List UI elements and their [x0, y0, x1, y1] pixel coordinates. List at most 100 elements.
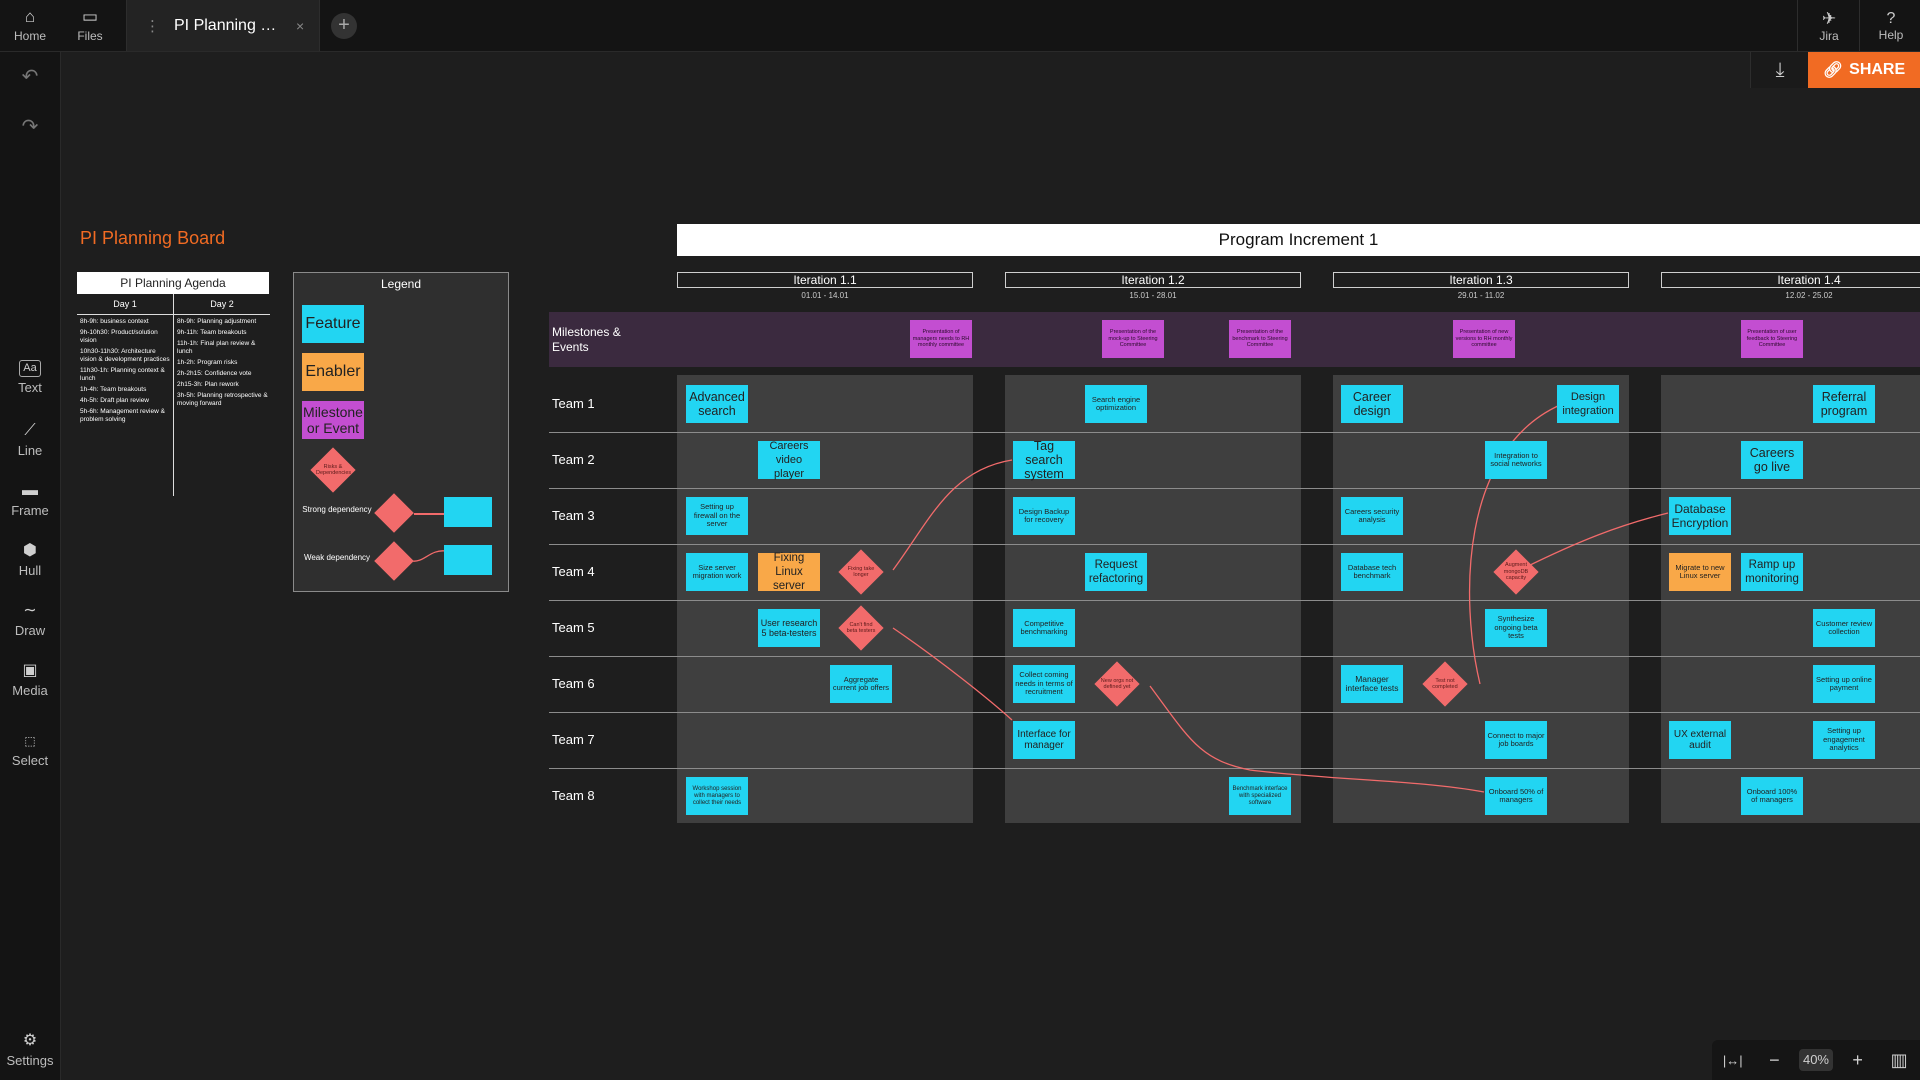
- milestone-card[interactable]: Presentation of new versions to RH month…: [1453, 320, 1515, 358]
- zoom-level[interactable]: 40%: [1799, 1049, 1833, 1071]
- media-tool-label: Media: [12, 683, 48, 698]
- feature-card[interactable]: User research 5 beta-testers: [758, 609, 820, 647]
- agenda-day1-item: 9h-10h30: Product/solution vision: [80, 329, 158, 344]
- feature-card[interactable]: Onboard 50% of managers: [1485, 777, 1547, 815]
- feature-card[interactable]: Onboard 100% of managers: [1741, 777, 1803, 815]
- gear-icon: ⚙: [22, 1032, 38, 1049]
- row-divider: [549, 432, 1920, 433]
- feature-card[interactable]: Design Backup for recovery: [1013, 497, 1075, 535]
- feature-card[interactable]: Setting up engagement analytics: [1813, 721, 1875, 759]
- agenda-day2-column: Day 2 8h-9h: Planning adjustment 9h-11h: …: [173, 294, 270, 496]
- feature-card[interactable]: Interface for manager: [1013, 721, 1075, 759]
- zoom-out-button[interactable]: −: [1769, 1049, 1780, 1070]
- risk-diamond[interactable]: New orgs not defined yet: [1094, 661, 1140, 707]
- tab-pi-planning-board[interactable]: ⋮ PI Planning Board ×: [126, 0, 320, 51]
- fit-to-screen-icon[interactable]: |↔|: [1722, 1052, 1743, 1068]
- iteration-1-1-column: [677, 375, 973, 823]
- row-divider: [549, 600, 1920, 601]
- select-tool[interactable]: ⬚ Select: [0, 732, 60, 768]
- feature-card[interactable]: Careers go live: [1741, 441, 1803, 479]
- feature-card[interactable]: Synthesize ongoing beta tests: [1485, 609, 1547, 647]
- jira-label: Jira: [1819, 28, 1839, 43]
- media-tool[interactable]: ▣ Media: [0, 662, 60, 698]
- feature-card[interactable]: Benchmark interface with specialized sof…: [1229, 777, 1291, 815]
- feature-card[interactable]: Setting up online payment: [1813, 665, 1875, 703]
- legend-milestone: Milestone or Event: [302, 401, 364, 439]
- feature-card[interactable]: Careers security analysis: [1341, 497, 1403, 535]
- agenda-day1-item: 11h30-1h: Planning context & lunch: [80, 367, 165, 382]
- agenda-day2-item: 11h-1h: Final plan review & lunch: [177, 340, 256, 355]
- feature-card[interactable]: UX external audit: [1669, 721, 1731, 759]
- feature-card[interactable]: Referral program: [1813, 385, 1875, 423]
- feature-card[interactable]: Size server migration work: [686, 553, 748, 591]
- feature-card[interactable]: Tag search system: [1013, 439, 1075, 481]
- draw-icon: ∼: [23, 602, 37, 619]
- agenda-day1-item: 8h-9h: business context: [80, 318, 149, 325]
- line-tool[interactable]: ⟋ Line: [0, 422, 60, 458]
- feature-card[interactable]: Workshop session with managers to collec…: [686, 777, 748, 815]
- new-tab-button[interactable]: +: [331, 13, 357, 39]
- tab-menu-icon[interactable]: ⋮: [145, 17, 160, 35]
- risk-diamond[interactable]: Test not completed: [1422, 661, 1468, 707]
- feature-card[interactable]: Manager interface tests: [1341, 665, 1403, 703]
- legend-risk-label: Risks & Dependencies: [316, 463, 352, 477]
- home-label: Home: [13, 29, 46, 43]
- feature-card[interactable]: Career design: [1341, 385, 1403, 423]
- feature-card[interactable]: Integration to social networks: [1485, 441, 1547, 479]
- team-1-label: Team 1: [552, 396, 595, 411]
- link-icon: 🔗︎: [1822, 62, 1844, 79]
- media-icon: ▣: [22, 662, 38, 679]
- feature-card[interactable]: Search engine optimization: [1085, 385, 1147, 423]
- share-button[interactable]: 🔗︎ SHARE: [1808, 52, 1920, 88]
- undo-button[interactable]: ↶: [21, 66, 39, 88]
- milestone-card[interactable]: Presentation of the benchmark to Steerin…: [1229, 320, 1291, 358]
- milestone-card[interactable]: Presentation of managers needs to RH mon…: [910, 320, 972, 358]
- draw-tool[interactable]: ∼ Draw: [0, 602, 60, 638]
- feature-card[interactable]: Connect to major job boards: [1485, 721, 1547, 759]
- feature-card[interactable]: Careers video player: [758, 440, 820, 480]
- feature-card[interactable]: Aggregate current job offers: [830, 665, 892, 703]
- enabler-card[interactable]: Fixing Linux server: [758, 552, 820, 592]
- feature-card[interactable]: Request refactoring: [1085, 553, 1147, 591]
- tab-close-icon[interactable]: ×: [296, 17, 305, 34]
- frame-icon: ▬: [22, 482, 38, 499]
- help-button[interactable]: ? Help: [1859, 0, 1920, 51]
- feature-card[interactable]: Ramp up monitoring: [1741, 553, 1803, 591]
- hull-tool[interactable]: ⬢ Hull: [0, 542, 60, 578]
- minimap-icon[interactable]: ▥: [1890, 1049, 1908, 1070]
- feature-card[interactable]: Advanced search: [686, 385, 748, 423]
- enabler-card[interactable]: Migrate to new Linux server: [1669, 553, 1731, 591]
- download-icon: ⤓: [1775, 59, 1785, 81]
- iteration-1-4-dates: 12.02 - 25.02: [1785, 291, 1833, 300]
- home-button[interactable]: ⌂ Home: [0, 0, 60, 51]
- row-divider: [549, 544, 1920, 545]
- milestone-card[interactable]: Presentation of the mock-up to Steering …: [1102, 320, 1164, 358]
- legend-risk-diamond: Risks & Dependencies: [310, 447, 356, 493]
- agenda-table: PI Planning Agenda Day 1 8h-9h: business…: [77, 272, 270, 496]
- feature-card[interactable]: Design integration: [1557, 385, 1619, 423]
- team-7-label: Team 7: [552, 732, 595, 747]
- redo-button[interactable]: ↷: [21, 116, 39, 138]
- download-button[interactable]: ⤓: [1750, 52, 1809, 88]
- frame-tool[interactable]: ▬ Frame: [0, 482, 60, 518]
- feature-card[interactable]: Database Encryption: [1669, 497, 1731, 535]
- milestones-label: Milestones & Events: [552, 325, 621, 354]
- feature-card[interactable]: Collect coming needs in terms of recruit…: [1013, 665, 1075, 703]
- milestone-card[interactable]: Presentation of user feedback to Steerin…: [1741, 320, 1803, 358]
- jira-button[interactable]: ✈ Jira: [1797, 0, 1860, 51]
- zoom-in-button[interactable]: +: [1852, 1049, 1863, 1070]
- feature-card[interactable]: Competitive benchmarking: [1013, 609, 1075, 647]
- risk-diamond[interactable]: Can't find beta testers: [838, 605, 884, 651]
- feature-card[interactable]: Database tech benchmark: [1341, 553, 1403, 591]
- files-button[interactable]: ▭ Files: [60, 0, 120, 51]
- frame-tool-label: Frame: [11, 503, 49, 518]
- team-5-label: Team 5: [552, 620, 595, 635]
- agenda-day1-item: 5h-6h: Management review & problem solvi…: [80, 408, 165, 423]
- risk-diamond[interactable]: Fixing take longer: [838, 549, 884, 595]
- feature-card[interactable]: Customer review collection: [1813, 609, 1875, 647]
- settings-button[interactable]: ⚙ Settings: [0, 1032, 60, 1068]
- feature-card[interactable]: Setting up firewall on the server: [686, 497, 748, 535]
- text-tool[interactable]: Aa Text: [0, 360, 60, 395]
- legend-weak-line: [412, 550, 446, 562]
- risk-diamond[interactable]: Augment mongoDB capacity: [1493, 549, 1539, 595]
